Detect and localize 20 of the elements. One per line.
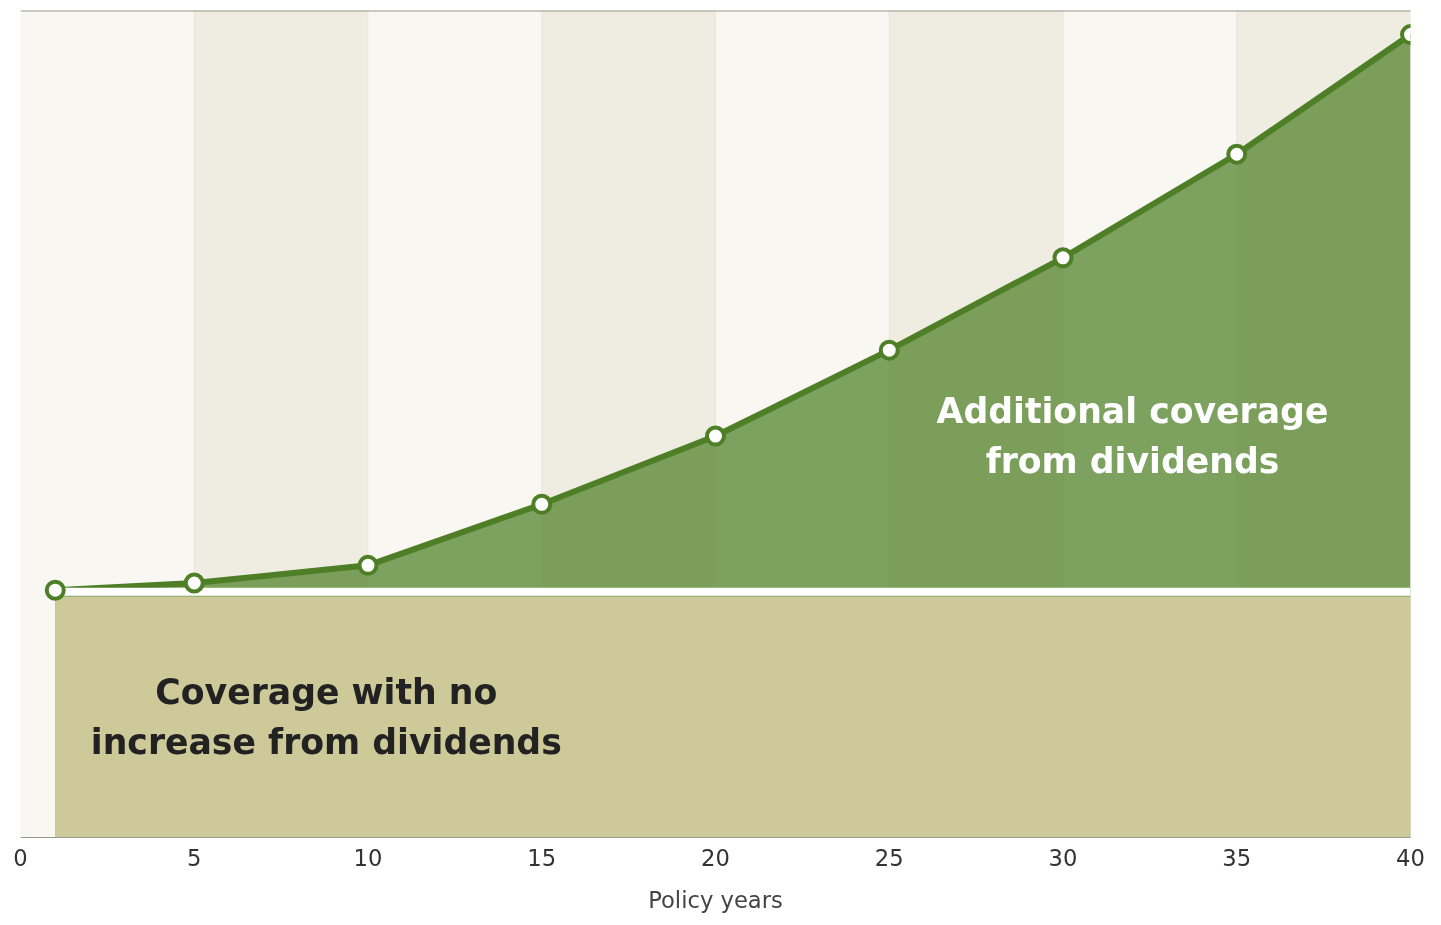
x-tick-label: 0 — [13, 844, 28, 871]
x-tick-label: 10 — [353, 844, 383, 871]
x-tick-label: 5 — [187, 844, 202, 871]
point — [1226, 143, 1248, 165]
x-tick-label: 30 — [1048, 844, 1078, 871]
x-tick-label: 35 — [1222, 844, 1252, 871]
annotation: Coverage with no increase from dividends — [90, 672, 562, 763]
x-tick-label: 25 — [874, 844, 904, 871]
point — [878, 339, 900, 361]
x-tick-label: 20 — [701, 844, 730, 871]
point — [357, 554, 379, 576]
x-axis-title: Policy years — [648, 886, 783, 913]
x-tick-label: 15 — [527, 844, 557, 871]
point — [183, 572, 205, 594]
x-tick-label: 40 — [1396, 844, 1425, 871]
point — [1052, 247, 1074, 269]
point — [705, 425, 726, 447]
point — [531, 493, 553, 515]
point — [44, 579, 66, 601]
annotation: Additional coverage from dividends — [936, 391, 1329, 482]
